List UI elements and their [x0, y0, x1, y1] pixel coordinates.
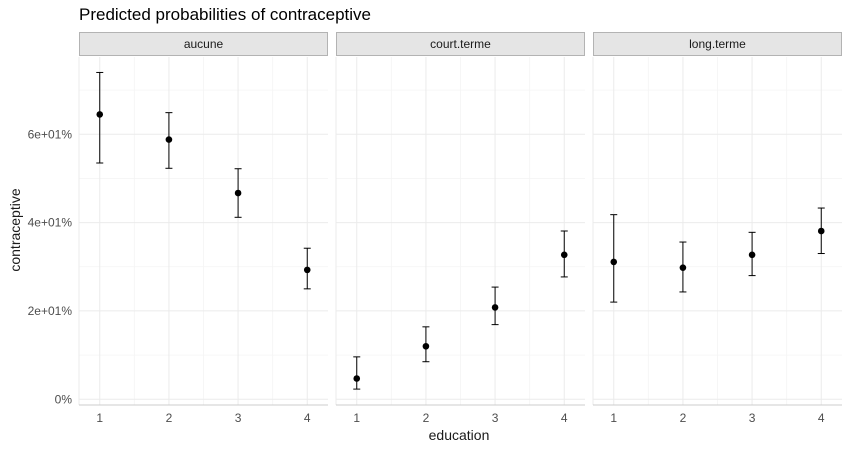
x-tick-label: 1	[96, 411, 103, 425]
x-tick-label: 4	[818, 411, 825, 425]
x-tick-label: 3	[749, 411, 756, 425]
panel-court-terme: court.terme 1 2 3 4	[335, 32, 585, 425]
x-tick-label: 1	[353, 411, 360, 425]
data-point	[817, 227, 825, 235]
data-point	[96, 111, 104, 118]
x-tick-label: 4	[304, 411, 311, 425]
x-tick-label: 3	[492, 411, 499, 425]
y-tick-label: 6e+01%	[28, 127, 73, 141]
chart-title: Predicted probabilities of contraceptive	[79, 5, 371, 24]
panel-aucune: aucune 1 2 3 4	[78, 32, 328, 425]
x-tick-label: 2	[680, 411, 687, 425]
facet-strip-label: long.terme	[689, 37, 746, 51]
y-tick-label: 4e+01%	[28, 216, 73, 230]
facet-strip	[79, 32, 328, 56]
facet-strip	[593, 32, 842, 56]
data-point	[491, 304, 499, 311]
data-point	[748, 251, 756, 259]
y-axis-title: contraceptive	[7, 188, 23, 271]
data-point	[422, 342, 430, 350]
y-tick-label: 0%	[55, 392, 73, 406]
data-point	[560, 251, 568, 259]
x-tick-label: 3	[235, 411, 242, 425]
y-tick-label: 2e+01%	[28, 304, 73, 318]
data-point	[353, 375, 361, 382]
x-tick-label: 2	[423, 411, 430, 425]
x-axis-title: education	[429, 427, 490, 443]
data-point	[165, 136, 173, 143]
facet-strip-label: aucune	[184, 37, 224, 51]
x-tick-label: 4	[561, 411, 568, 425]
facet-strip-label: court.terme	[430, 37, 491, 51]
panel-long-terme: long.terme 1 2 3 4	[592, 32, 842, 425]
x-tick-label: 2	[166, 411, 173, 425]
data-point	[679, 264, 687, 271]
facet-strip	[336, 32, 585, 56]
x-tick-label: 1	[610, 411, 617, 425]
data-point	[303, 266, 311, 274]
data-point	[234, 189, 242, 197]
data-point	[610, 258, 618, 266]
